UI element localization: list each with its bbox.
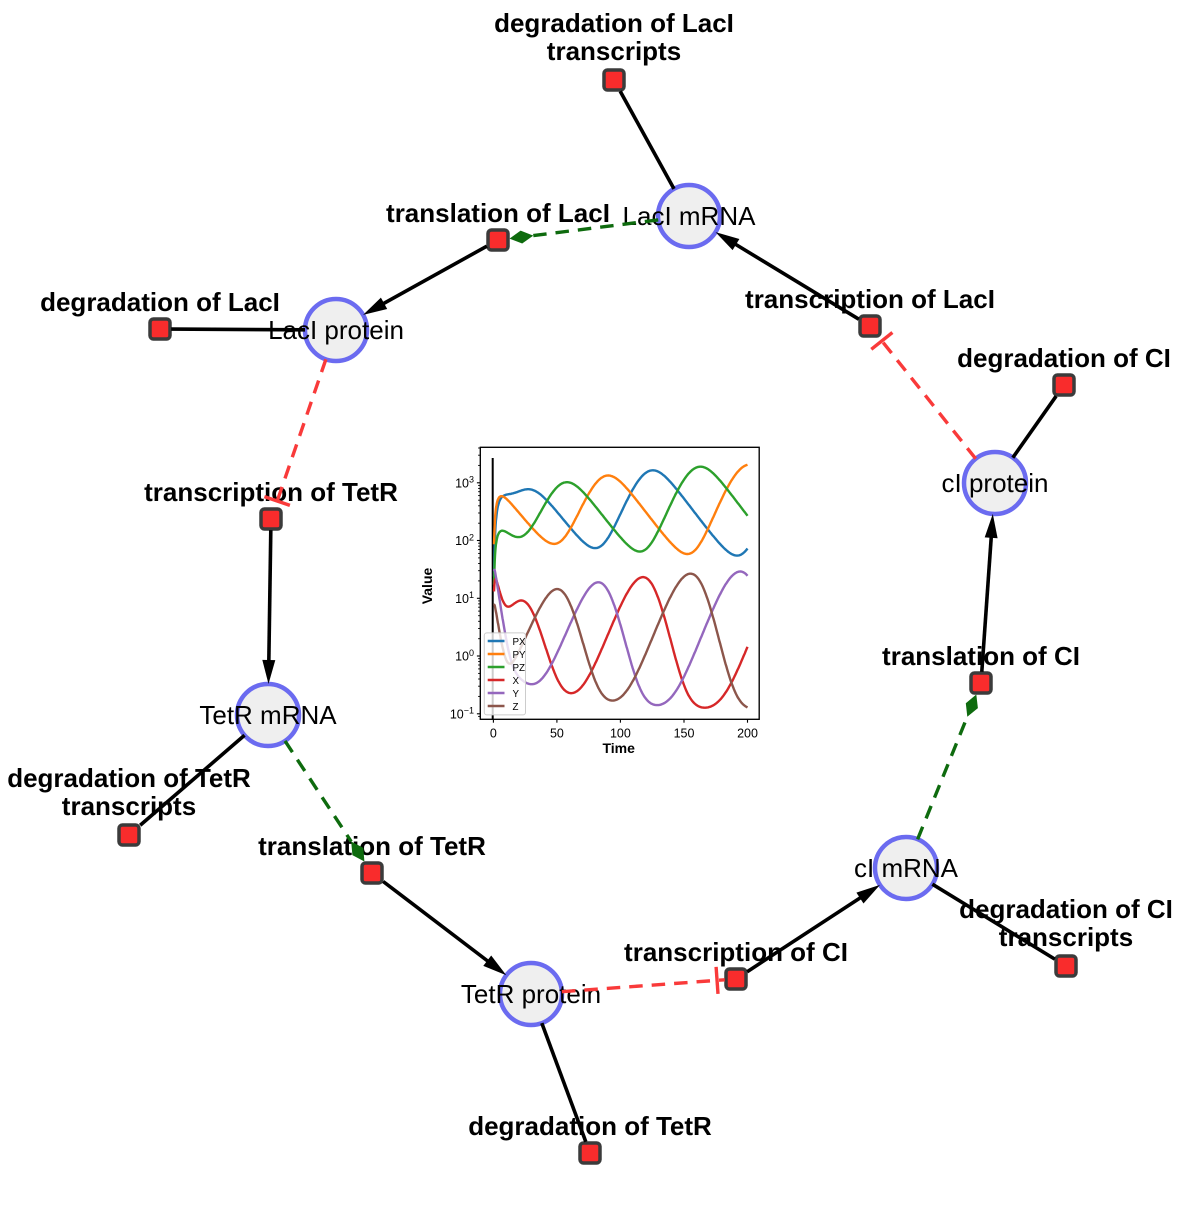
svg-text:PX: PX [513, 637, 527, 648]
svg-text:degradation of CI: degradation of CI [959, 894, 1173, 924]
svg-text:degradation of CI: degradation of CI [957, 343, 1171, 373]
svg-text:Y: Y [513, 689, 520, 700]
svg-text:transcription of CI: transcription of CI [624, 937, 848, 967]
svg-text:150: 150 [674, 727, 695, 741]
svg-text:degradation of LacI: degradation of LacI [494, 8, 734, 38]
svg-text:100: 100 [610, 727, 631, 741]
svg-text:Z: Z [513, 702, 519, 713]
svg-text:transcription of TetR: transcription of TetR [144, 477, 398, 507]
svg-text:TetR protein: TetR protein [461, 979, 601, 1009]
svg-text:X: X [513, 676, 520, 687]
svg-text:Time: Time [602, 740, 635, 756]
svg-text:cI protein: cI protein [942, 468, 1049, 498]
svg-text:LacI mRNA: LacI mRNA [623, 201, 757, 231]
svg-text:Value: Value [419, 568, 435, 605]
svg-text:50: 50 [550, 727, 564, 741]
svg-text:200: 200 [737, 727, 758, 741]
svg-text:transcription of LacI: transcription of LacI [745, 284, 995, 314]
svg-text:cI mRNA: cI mRNA [854, 853, 959, 883]
svg-text:translation of LacI: translation of LacI [386, 198, 610, 228]
svg-text:TetR mRNA: TetR mRNA [199, 700, 337, 730]
svg-text:transcripts: transcripts [547, 36, 681, 66]
svg-text:PZ: PZ [513, 663, 526, 674]
svg-text:PY: PY [513, 650, 527, 661]
svg-text:degradation of TetR: degradation of TetR [468, 1111, 712, 1141]
svg-text:translation of TetR: translation of TetR [258, 831, 486, 861]
svg-text:degradation of LacI: degradation of LacI [40, 287, 280, 317]
svg-text:degradation of TetR: degradation of TetR [7, 763, 251, 793]
svg-text:0: 0 [490, 727, 497, 741]
